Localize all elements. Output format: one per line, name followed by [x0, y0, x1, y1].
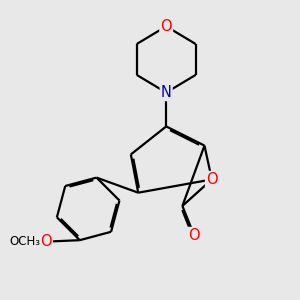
Text: O: O [160, 19, 172, 34]
Text: O: O [188, 228, 200, 243]
Text: O: O [206, 172, 218, 187]
Text: OCH₃: OCH₃ [10, 235, 41, 248]
Text: N: N [161, 85, 172, 100]
Text: O: O [40, 234, 52, 249]
